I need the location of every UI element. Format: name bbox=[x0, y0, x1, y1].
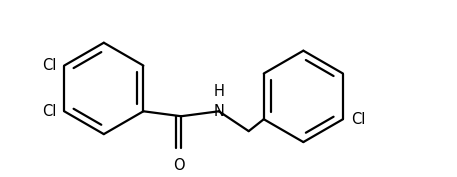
Text: O: O bbox=[173, 158, 185, 173]
Text: Cl: Cl bbox=[351, 112, 365, 127]
Text: Cl: Cl bbox=[42, 104, 56, 119]
Text: N: N bbox=[213, 104, 224, 119]
Text: Cl: Cl bbox=[42, 58, 56, 73]
Text: H: H bbox=[213, 84, 224, 99]
